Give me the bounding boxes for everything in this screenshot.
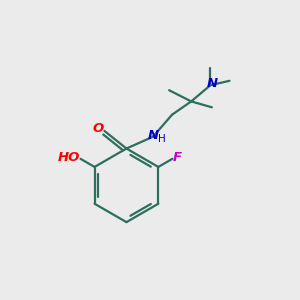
Text: N: N — [147, 129, 158, 142]
Text: N: N — [206, 77, 218, 90]
Text: H: H — [158, 134, 166, 144]
Text: HO: HO — [58, 151, 80, 164]
Text: F: F — [173, 151, 182, 164]
Text: O: O — [92, 122, 104, 135]
